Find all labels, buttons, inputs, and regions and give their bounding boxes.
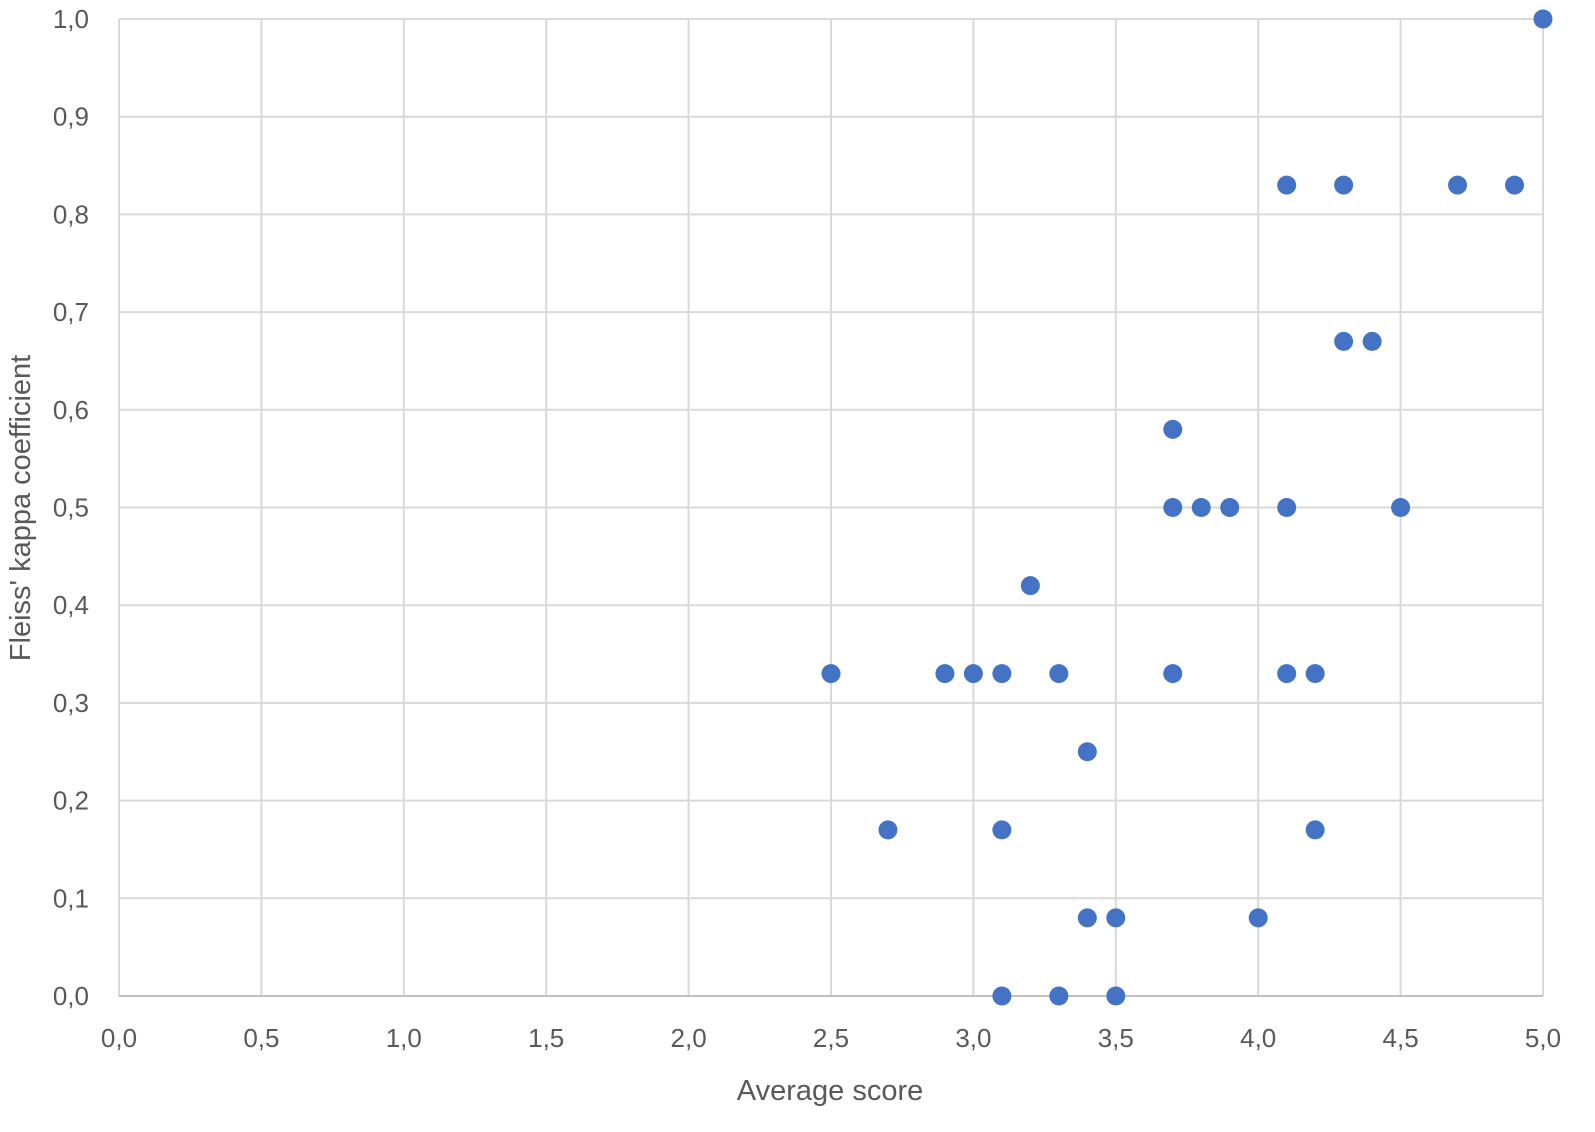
y-axis-title: Fleiss' kappa coefficient — [5, 355, 37, 661]
data-point — [1277, 175, 1297, 195]
y-tick-label: 0,2 — [53, 786, 89, 816]
data-point — [1334, 175, 1354, 195]
y-tick-label: 0,7 — [53, 297, 89, 327]
y-tick-label: 0,5 — [53, 493, 89, 523]
y-tick-label: 0,1 — [53, 883, 89, 913]
x-axis-ticks: 0,0 0,5 1,0 1,5 2,0 2,5 3,0 3,5 4,0 4,5 5,0 — [101, 1023, 1561, 1053]
y-tick-label: 0,3 — [53, 688, 89, 718]
data-point — [878, 820, 898, 840]
y-axis-ticks: 0,0 0,1 0,2 0,3 0,4 0,5 0,6 0,7 0,8 0,9 1,0 — [53, 4, 89, 1011]
x-tick-label: 0,0 — [101, 1023, 137, 1053]
x-tick-label: 0,5 — [243, 1023, 279, 1053]
data-point — [1163, 664, 1183, 684]
x-tick-label: 1,5 — [528, 1023, 564, 1053]
x-tick-label: 3,5 — [1098, 1023, 1134, 1053]
data-point — [1077, 742, 1097, 762]
x-tick-label: 2,0 — [671, 1023, 707, 1053]
y-tick-label: 0,8 — [53, 199, 89, 229]
data-point — [1277, 498, 1297, 517]
data-point — [1106, 908, 1126, 928]
x-tick-label: 5,0 — [1525, 1023, 1561, 1053]
data-point — [1163, 498, 1183, 517]
data-point — [1220, 498, 1240, 517]
y-tick-label: 0,0 — [53, 981, 89, 1011]
data-point — [992, 986, 1012, 1006]
data-point — [992, 820, 1012, 840]
data-point — [1049, 986, 1069, 1006]
y-tick-label: 0,9 — [53, 102, 89, 132]
data-point — [1106, 986, 1126, 1006]
x-tick-label: 2,5 — [813, 1023, 849, 1053]
x-tick-label: 1,0 — [386, 1023, 422, 1053]
x-tick-label: 4,5 — [1383, 1023, 1419, 1053]
data-point — [992, 664, 1012, 684]
data-point — [963, 664, 983, 684]
gridlines — [118, 18, 1544, 997]
data-point — [1163, 419, 1183, 439]
x-axis-title: Average score — [737, 1075, 923, 1107]
y-tick-label: 0,4 — [53, 590, 89, 620]
data-point — [1277, 664, 1297, 684]
data-point — [1362, 331, 1382, 351]
data-point — [1334, 331, 1354, 351]
data-point — [1391, 498, 1411, 517]
y-tick-label: 0,6 — [53, 395, 89, 425]
y-tick-label: 1,0 — [53, 4, 89, 34]
data-point — [1305, 820, 1325, 840]
data-point — [1533, 9, 1553, 29]
data-point — [1049, 664, 1069, 684]
data-points — [821, 9, 1553, 1006]
data-point — [1077, 908, 1097, 928]
data-point — [935, 664, 955, 684]
x-tick-label: 4,0 — [1240, 1023, 1276, 1053]
x-tick-label: 3,0 — [955, 1023, 991, 1053]
data-point — [1020, 576, 1040, 596]
data-point — [1191, 498, 1211, 517]
data-point — [1248, 908, 1268, 928]
data-point — [1505, 175, 1525, 195]
data-point — [1448, 175, 1468, 195]
data-point — [1305, 664, 1325, 684]
data-point — [821, 664, 841, 684]
